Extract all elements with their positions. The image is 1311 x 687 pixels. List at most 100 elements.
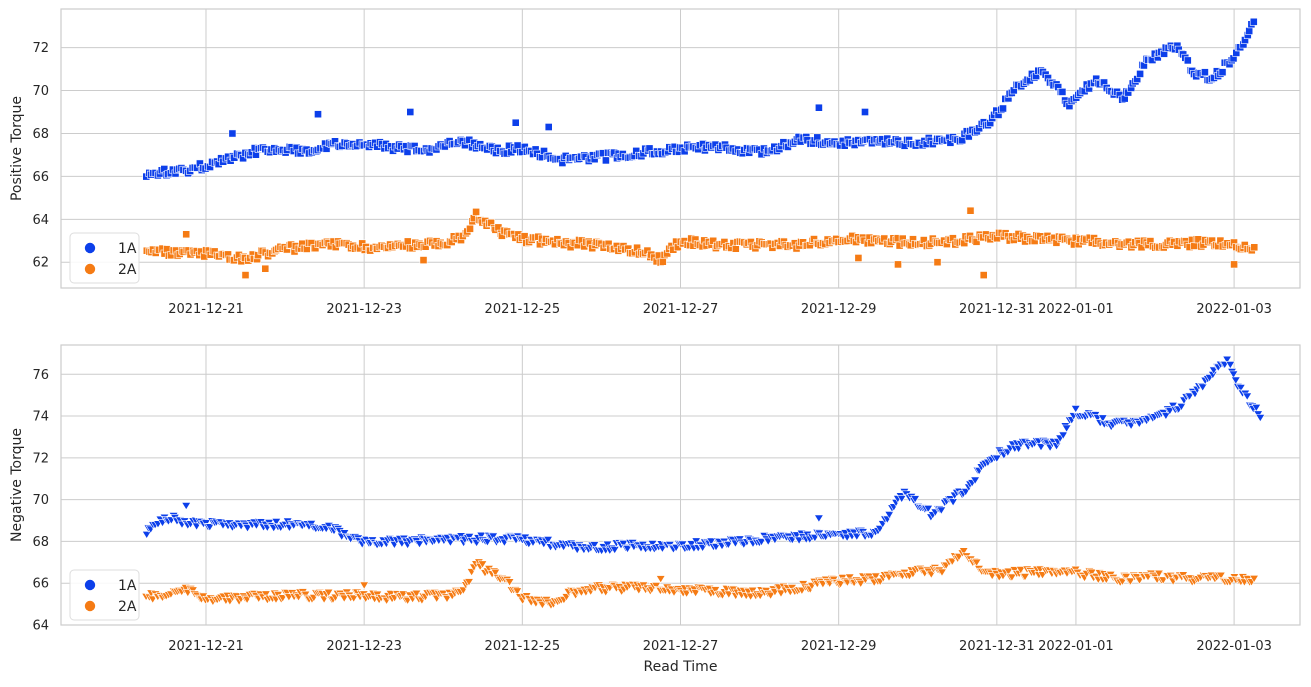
data-point [1070, 405, 1081, 414]
legend-marker [84, 263, 96, 275]
data-point [958, 547, 969, 556]
data-point [896, 495, 907, 504]
data-point [936, 506, 947, 515]
y-tick-label: 70 [32, 493, 49, 508]
data-point [1097, 414, 1108, 423]
data-point [1245, 27, 1254, 35]
data-point [765, 591, 776, 600]
data-point [543, 536, 554, 545]
grid [61, 9, 1300, 288]
y-tick-label: 64 [32, 213, 49, 228]
data-point [848, 528, 859, 537]
data-point [1249, 17, 1258, 26]
data-point [1230, 260, 1238, 269]
data-point [966, 206, 975, 215]
data-point [359, 581, 370, 590]
data-point [414, 540, 425, 549]
plot-frame [60, 344, 1301, 626]
data-point [710, 586, 721, 595]
data-point [1242, 392, 1253, 401]
data-point [398, 590, 409, 599]
data-point [472, 208, 480, 216]
data-point [445, 538, 456, 547]
data-point [1160, 412, 1171, 421]
data-point [814, 103, 823, 112]
data-point [513, 141, 522, 150]
data-point [464, 578, 474, 587]
series-1A [141, 355, 1266, 556]
x-tick-label: 2021-12-21 [168, 302, 244, 317]
data-point [385, 590, 396, 599]
data-point [1215, 571, 1226, 580]
legend-marker [84, 579, 96, 591]
data-point [314, 110, 322, 119]
data-point [991, 454, 1002, 463]
legend-marker [84, 600, 96, 612]
data-point [323, 588, 334, 597]
series-1A [142, 17, 1258, 181]
legend-label: 1A [118, 241, 137, 257]
data-point [260, 590, 271, 599]
data-point [1235, 384, 1246, 393]
data-point [181, 502, 192, 511]
x-tick-label: 2022-01-03 [1196, 302, 1272, 317]
plot-frame [60, 8, 1301, 289]
x-tick-label: 2021-12-31 [959, 639, 1035, 654]
data-point [855, 579, 866, 588]
y-tick-label: 66 [32, 577, 49, 592]
data-point [228, 129, 237, 138]
data-point [711, 543, 721, 552]
y-tick-label: 62 [32, 256, 49, 271]
data-point [1251, 404, 1262, 413]
grid [61, 345, 1300, 626]
data-point [1201, 68, 1209, 77]
data-point [544, 123, 553, 131]
x-tick-label: 2022-01-01 [1038, 302, 1114, 317]
data-point [691, 537, 702, 546]
data-point [490, 568, 501, 577]
data-point [706, 537, 717, 546]
data-point [1225, 361, 1236, 370]
y-tick-label: 68 [32, 127, 49, 142]
y-tick-label: 66 [32, 170, 49, 185]
data-point [686, 540, 697, 549]
data-point [1058, 88, 1067, 96]
data-point [1184, 392, 1195, 401]
data-point [756, 538, 767, 547]
data-point [403, 237, 412, 246]
data-point [241, 271, 250, 279]
data-point [1183, 56, 1192, 65]
data-point [488, 532, 499, 541]
data-point [1061, 424, 1072, 433]
data-point [1086, 568, 1097, 577]
data-point [894, 260, 902, 269]
y-tick-label: 74 [32, 410, 49, 425]
data-point [1158, 576, 1169, 585]
data-point [348, 594, 359, 603]
data-point [477, 560, 488, 569]
data-point [1015, 566, 1026, 575]
series-2A [142, 206, 1259, 279]
subplot-2: 2021-12-21 2021-12-23 2021-12-25 2021-12-27… [9, 344, 1301, 675]
data-point [466, 224, 474, 233]
data-point [1218, 68, 1227, 77]
data-point [512, 587, 523, 596]
data-point [602, 540, 613, 549]
data-point [1230, 376, 1241, 385]
x-tick-label: 2021-12-25 [485, 639, 561, 654]
data-point [1255, 414, 1266, 423]
data-point [731, 244, 740, 253]
data-point [419, 256, 428, 264]
data-point [147, 595, 158, 604]
legend-label: 2A [118, 262, 137, 278]
data-point [1058, 431, 1069, 440]
data-point [910, 495, 921, 504]
data-point [1197, 383, 1208, 392]
data-point [776, 589, 786, 598]
y-tick-label: 70 [32, 84, 49, 99]
data-point [182, 230, 191, 239]
legend-marker [84, 242, 96, 254]
